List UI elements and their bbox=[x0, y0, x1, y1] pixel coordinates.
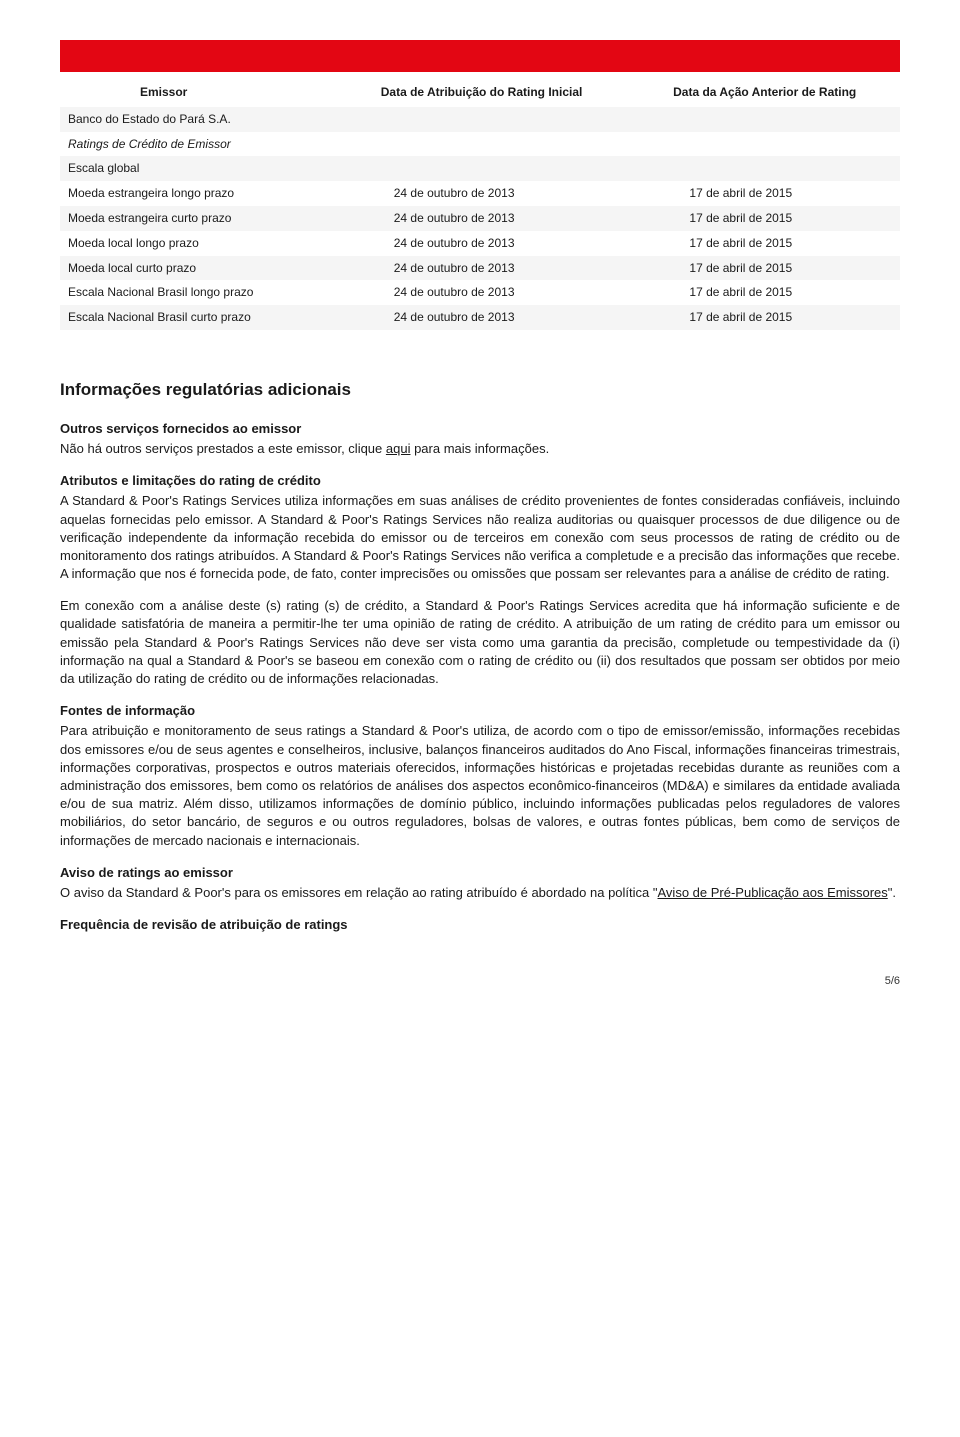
col-data-acao: Data da Ação Anterior de Rating bbox=[629, 78, 900, 107]
subheader-row-2: Escala global bbox=[60, 156, 900, 181]
table-header-row: Emissor Data de Atribuição do Rating Ini… bbox=[60, 78, 900, 107]
aviso-head: Aviso de ratings ao emissor bbox=[60, 864, 900, 882]
row-c2: 24 de outubro de 2013 bbox=[334, 181, 630, 206]
row-c2: 24 de outubro de 2013 bbox=[334, 231, 630, 256]
table-row: Moeda local longo prazo 24 de outubro de… bbox=[60, 231, 900, 256]
row-c2: 24 de outubro de 2013 bbox=[334, 256, 630, 281]
row-label: Moeda local curto prazo bbox=[60, 256, 334, 281]
bank-name: Banco do Estado do Pará S.A. bbox=[60, 107, 900, 132]
aviso-body: O aviso da Standard & Poor's para os emi… bbox=[60, 884, 900, 902]
table-row: Escala Nacional Brasil longo prazo 24 de… bbox=[60, 280, 900, 305]
row-c3: 17 de abril de 2015 bbox=[629, 280, 900, 305]
row-label: Escala Nacional Brasil curto prazo bbox=[60, 305, 334, 330]
bank-name-row: Banco do Estado do Pará S.A. bbox=[60, 107, 900, 132]
fontes-head: Fontes de informação bbox=[60, 702, 900, 720]
atributos-head: Atributos e limitações do rating de créd… bbox=[60, 472, 900, 490]
col-data-atribuicao: Data de Atribuição do Rating Inicial bbox=[334, 78, 630, 107]
header-red-bar bbox=[60, 40, 900, 72]
subheader-2: Escala global bbox=[60, 156, 900, 181]
row-label: Moeda local longo prazo bbox=[60, 231, 334, 256]
col-emissor: Emissor bbox=[60, 78, 334, 107]
table-row: Moeda estrangeira curto prazo 24 de outu… bbox=[60, 206, 900, 231]
p5-text-b: ". bbox=[888, 885, 896, 900]
row-c3: 17 de abril de 2015 bbox=[629, 231, 900, 256]
section-title: Informações regulatórias adicionais bbox=[60, 378, 900, 402]
aviso-link[interactable]: Aviso de Pré-Publicação aos Emissores bbox=[658, 885, 888, 900]
row-c3: 17 de abril de 2015 bbox=[629, 305, 900, 330]
conexao-body: Em conexão com a análise deste (s) ratin… bbox=[60, 597, 900, 688]
row-c2: 24 de outubro de 2013 bbox=[334, 206, 630, 231]
frequencia-head: Frequência de revisão de atribuição de r… bbox=[60, 916, 900, 934]
row-c3: 17 de abril de 2015 bbox=[629, 181, 900, 206]
p5-text-a: O aviso da Standard & Poor's para os emi… bbox=[60, 885, 658, 900]
ratings-table: Emissor Data de Atribuição do Rating Ini… bbox=[60, 78, 900, 330]
p1-text-b: para mais informações. bbox=[410, 441, 549, 456]
table-row: Moeda local curto prazo 24 de outubro de… bbox=[60, 256, 900, 281]
table-row: Moeda estrangeira longo prazo 24 de outu… bbox=[60, 181, 900, 206]
p1-text-a: Não há outros serviços prestados a este … bbox=[60, 441, 386, 456]
subheader-1: Ratings de Crédito de Emissor bbox=[60, 132, 900, 157]
atributos-body: A Standard & Poor's Ratings Services uti… bbox=[60, 492, 900, 583]
page-number: 5/6 bbox=[60, 974, 900, 989]
row-label: Escala Nacional Brasil longo prazo bbox=[60, 280, 334, 305]
table-row: Escala Nacional Brasil curto prazo 24 de… bbox=[60, 305, 900, 330]
row-label: Moeda estrangeira curto prazo bbox=[60, 206, 334, 231]
fontes-body: Para atribuição e monitoramento de seus … bbox=[60, 722, 900, 849]
outros-servicos-body: Não há outros serviços prestados a este … bbox=[60, 440, 900, 458]
row-c2: 24 de outubro de 2013 bbox=[334, 280, 630, 305]
row-c2: 24 de outubro de 2013 bbox=[334, 305, 630, 330]
row-c3: 17 de abril de 2015 bbox=[629, 256, 900, 281]
subheader-row-1: Ratings de Crédito de Emissor bbox=[60, 132, 900, 157]
aqui-link[interactable]: aqui bbox=[386, 441, 411, 456]
row-c3: 17 de abril de 2015 bbox=[629, 206, 900, 231]
row-label: Moeda estrangeira longo prazo bbox=[60, 181, 334, 206]
outros-servicos-head: Outros serviços fornecidos ao emissor bbox=[60, 420, 900, 438]
